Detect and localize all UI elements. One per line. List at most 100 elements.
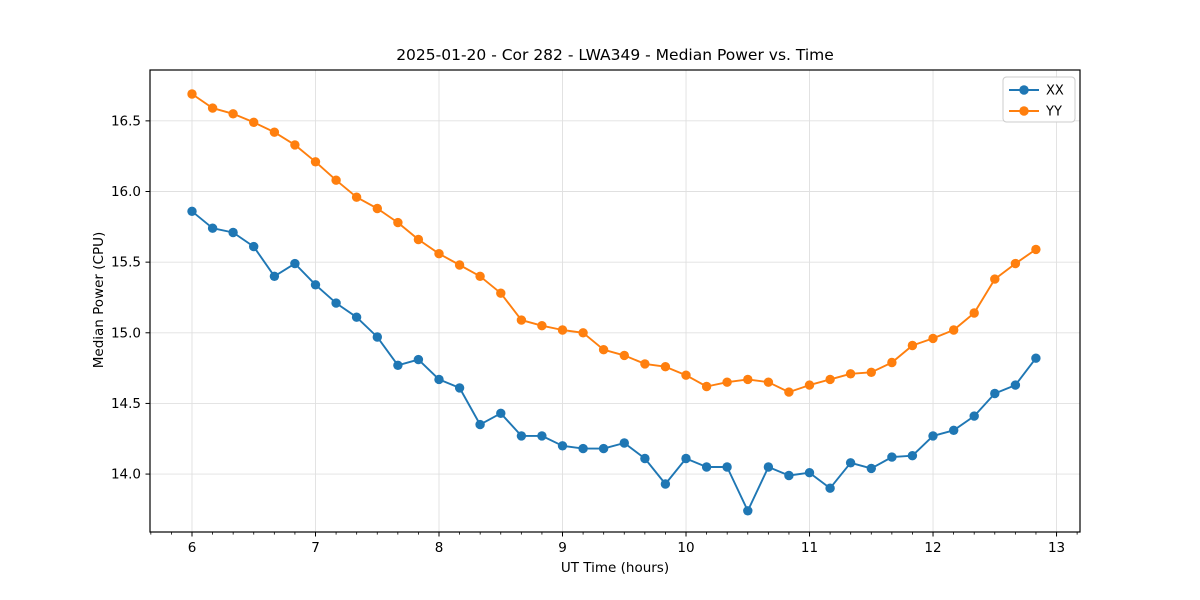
series-xx-marker [660, 479, 671, 489]
x-tick-label: 13 [1048, 540, 1065, 556]
series-yy-marker [866, 367, 876, 377]
legend-marker-sample [1019, 85, 1029, 95]
series-xx-marker [207, 223, 218, 233]
series-yy-marker [496, 288, 506, 298]
y-tick-label: 15.5 [111, 255, 141, 271]
series-yy-marker [640, 359, 650, 369]
series-yy-marker [804, 380, 815, 390]
axes-ticks: 6 7 8 9 10 11 12 13 14.0 14.5 15.0 15.5 16.0 16.5 [111, 113, 1078, 556]
series-xx-marker [949, 425, 959, 435]
series-xx-marker [1031, 353, 1041, 363]
series-yy-marker [351, 192, 362, 202]
x-tick-label: 7 [311, 540, 320, 556]
series-yy-marker [372, 203, 382, 214]
series-xx-marker [269, 271, 280, 281]
series-xx-marker [928, 431, 938, 441]
series-yy-marker [249, 117, 259, 128]
series-yy-marker [187, 89, 197, 99]
series-xx-marker [866, 463, 876, 474]
series-xx-marker [598, 443, 609, 454]
series-yy-marker [578, 328, 588, 338]
series-xx-marker [701, 462, 712, 472]
legend-label-xx: XX [1046, 84, 1064, 99]
series-xx-marker [557, 441, 568, 451]
series-yy-marker [290, 140, 300, 150]
series-yy-marker [475, 271, 485, 281]
series-xx-marker [804, 468, 815, 478]
series-yy-marker [393, 217, 403, 228]
series-xx-marker [249, 241, 259, 252]
x-tick-label: 9 [558, 540, 567, 556]
series-xx-marker [454, 383, 465, 393]
series-xx-marker [228, 227, 238, 238]
series-yy-marker [557, 325, 568, 335]
series-yy-marker [928, 333, 938, 344]
legend-frame [1002, 76, 1076, 123]
series-yy-marker [310, 157, 321, 167]
series-yy-marker [1031, 244, 1041, 255]
series-yy-marker [784, 387, 794, 397]
chart-title: 2025-01-20 - Cor 282 - LWA349 - Median P… [396, 46, 834, 64]
series-xx-marker [619, 438, 629, 448]
series-yy-marker [207, 103, 218, 113]
series-xx-marker [372, 332, 382, 342]
series-xx-marker [1010, 380, 1021, 390]
series-yy-marker [701, 381, 712, 392]
x-tick-label: 12 [924, 540, 941, 556]
series-yy-marker [681, 370, 691, 380]
series-xx-marker [887, 452, 897, 462]
series-xx-marker [496, 408, 506, 418]
series-yy-marker [598, 345, 609, 355]
series-yy-marker [454, 260, 465, 270]
series-xx-marker [640, 453, 650, 464]
series-yy-marker [722, 377, 732, 387]
series-xx-marker [763, 462, 774, 472]
series-yy-marker [228, 109, 238, 119]
series-xx-marker [516, 431, 527, 441]
legend-label-yy: YY [1045, 105, 1062, 120]
series-xx-marker [907, 451, 918, 461]
x-axis-label: UT Time (hours) [560, 560, 670, 576]
series-yy-marker [990, 274, 1000, 284]
legend-marker-sample [1019, 106, 1029, 116]
series-yy-marker [1010, 258, 1021, 269]
series-xx-marker [187, 206, 197, 216]
y-tick-label: 15.0 [111, 325, 141, 341]
series-xx-marker [331, 298, 341, 308]
series-yy-marker [331, 175, 341, 185]
series-xx-marker [845, 458, 856, 468]
y-tick-label: 16.5 [111, 113, 141, 129]
series-yy-marker [413, 234, 424, 245]
series-yy-marker [269, 127, 280, 137]
series-yy-marker [434, 249, 444, 259]
series-yy-marker [887, 357, 897, 368]
series-yy-marker [825, 374, 835, 385]
series-xx-marker [990, 388, 1000, 399]
series-yy [187, 89, 1041, 397]
series-xx-marker [537, 431, 547, 441]
series-xx-marker [475, 419, 485, 430]
grid [150, 70, 1080, 532]
series-yy-marker [660, 362, 671, 372]
y-tick-label: 14.5 [111, 396, 141, 412]
series-xx-marker [969, 411, 979, 421]
series-xx-marker [825, 483, 835, 493]
y-tick-label: 16.0 [111, 184, 141, 200]
series-yy-marker [763, 377, 774, 387]
plot-border [149, 69, 1081, 533]
series-xx-marker [784, 470, 794, 481]
x-tick-label: 8 [435, 540, 444, 556]
series-xx-marker [393, 360, 403, 370]
series-xx-marker [434, 374, 444, 385]
series-yy-marker [907, 340, 918, 351]
x-tick-label: 10 [677, 540, 694, 556]
series-xx-marker [413, 354, 424, 365]
series-xx-line [191, 210, 1037, 512]
series-yy-marker [537, 321, 547, 331]
series-yy-marker [619, 350, 629, 361]
x-tick-label: 6 [188, 540, 197, 556]
series-xx-marker [681, 453, 691, 464]
series-yy-marker [743, 374, 753, 385]
